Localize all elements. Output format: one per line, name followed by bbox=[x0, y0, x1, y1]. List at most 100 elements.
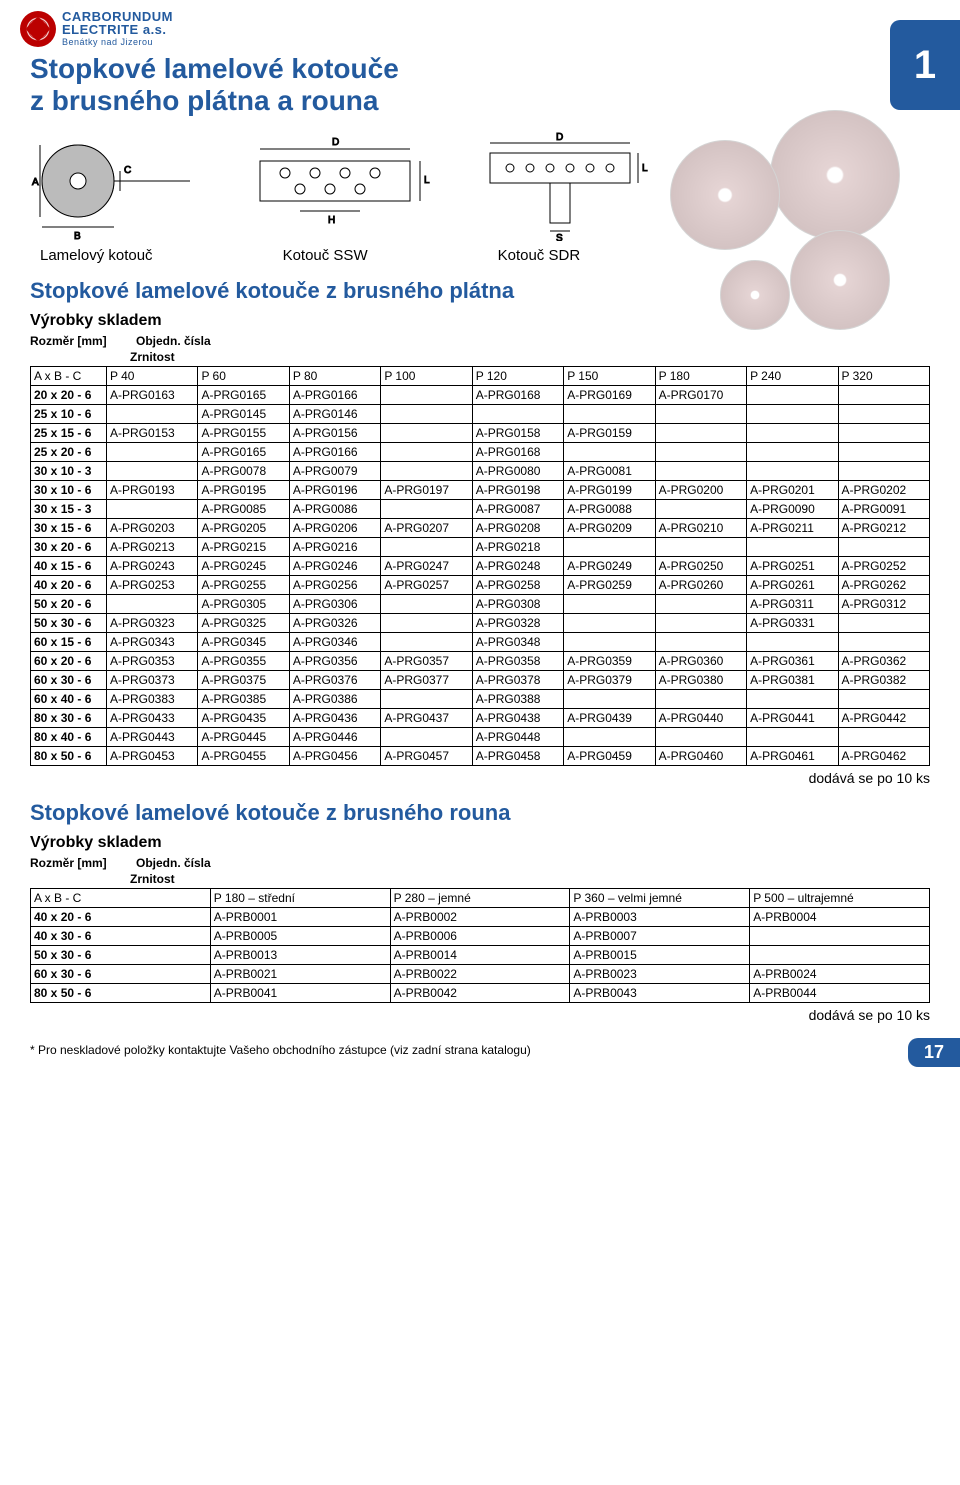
footnote: * Pro neskladové položky kontaktujte Vaš… bbox=[30, 1043, 930, 1057]
svg-text:C: C bbox=[124, 165, 131, 176]
svg-text:D: D bbox=[556, 132, 563, 143]
code-cell: A-PRG0261 bbox=[747, 576, 838, 595]
svg-text:L: L bbox=[642, 163, 648, 174]
size-cell: 80 x 30 - 6 bbox=[31, 709, 107, 728]
header: CARBORUNDUM ELECTRITE a.s. Benátky nad J… bbox=[0, 0, 960, 47]
code-cell bbox=[472, 405, 563, 424]
code-cell: A-PRG0258 bbox=[472, 576, 563, 595]
code-cell: A-PRG0323 bbox=[107, 614, 198, 633]
code-cell bbox=[655, 462, 746, 481]
col-header: A x B - C bbox=[31, 367, 107, 386]
table-row: 40 x 15 - 6A-PRG0243A-PRG0245A-PRG0246A-… bbox=[31, 557, 930, 576]
sec1-meta1: Rozměr [mm] bbox=[30, 334, 110, 348]
diag-label-c: Kotouč SDR bbox=[498, 247, 581, 264]
code-cell bbox=[655, 500, 746, 519]
code-cell: A-PRG0312 bbox=[838, 595, 930, 614]
code-cell: A-PRG0086 bbox=[289, 500, 380, 519]
code-cell: A-PRB0021 bbox=[210, 965, 390, 984]
code-cell bbox=[381, 405, 472, 424]
sec2-meta2: Objedn. čísla bbox=[136, 856, 211, 870]
code-cell: A-PRG0355 bbox=[198, 652, 289, 671]
code-cell: A-PRG0456 bbox=[289, 747, 380, 766]
code-cell: A-PRB0043 bbox=[570, 984, 750, 1003]
page-title: Stopkové lamelové kotouče z brusného plá… bbox=[30, 53, 930, 117]
code-cell: A-PRG0165 bbox=[198, 443, 289, 462]
code-cell: A-PRG0260 bbox=[655, 576, 746, 595]
size-cell: 50 x 30 - 6 bbox=[31, 946, 211, 965]
code-cell: A-PRG0357 bbox=[381, 652, 472, 671]
col-header: P 60 bbox=[198, 367, 289, 386]
code-cell: A-PRG0373 bbox=[107, 671, 198, 690]
code-cell: A-PRG0439 bbox=[564, 709, 655, 728]
code-cell: A-PRG0252 bbox=[838, 557, 930, 576]
code-cell: A-PRB0041 bbox=[210, 984, 390, 1003]
code-cell bbox=[655, 690, 746, 709]
code-cell: A-PRG0441 bbox=[747, 709, 838, 728]
size-cell: 60 x 30 - 6 bbox=[31, 965, 211, 984]
code-cell bbox=[747, 443, 838, 462]
code-cell bbox=[838, 690, 930, 709]
diagram-sdr: D L S bbox=[470, 131, 650, 241]
code-cell: A-PRG0361 bbox=[747, 652, 838, 671]
table-row: 80 x 50 - 6A-PRB0041A-PRB0042A-PRB0043A-… bbox=[31, 984, 930, 1003]
code-cell: A-PRG0205 bbox=[198, 519, 289, 538]
code-cell: A-PRG0247 bbox=[381, 557, 472, 576]
code-cell: A-PRG0325 bbox=[198, 614, 289, 633]
svg-text:L: L bbox=[424, 175, 430, 186]
code-cell: A-PRG0460 bbox=[655, 747, 746, 766]
code-cell: A-PRG0458 bbox=[472, 747, 563, 766]
col-header: P 100 bbox=[381, 367, 472, 386]
code-cell: A-PRG0198 bbox=[472, 481, 563, 500]
sec2-tail: dodává se po 10 ks bbox=[30, 1007, 930, 1023]
code-cell: A-PRG0168 bbox=[472, 386, 563, 405]
code-cell: A-PRG0208 bbox=[472, 519, 563, 538]
code-cell: A-PRG0305 bbox=[198, 595, 289, 614]
code-cell: A-PRG0358 bbox=[472, 652, 563, 671]
code-cell bbox=[747, 424, 838, 443]
code-cell bbox=[564, 690, 655, 709]
size-cell: 40 x 20 - 6 bbox=[31, 576, 107, 595]
code-cell bbox=[381, 443, 472, 462]
table-row: 30 x 20 - 6A-PRG0213A-PRG0215A-PRG0216A-… bbox=[31, 538, 930, 557]
code-cell: A-PRG0169 bbox=[564, 386, 655, 405]
code-cell: A-PRG0196 bbox=[289, 481, 380, 500]
table-row: 60 x 15 - 6A-PRG0343A-PRG0345A-PRG0346A-… bbox=[31, 633, 930, 652]
code-cell: A-PRG0386 bbox=[289, 690, 380, 709]
diag-label-b: Kotouč SSW bbox=[283, 247, 368, 264]
code-cell: A-PRG0203 bbox=[107, 519, 198, 538]
code-cell: A-PRG0433 bbox=[107, 709, 198, 728]
sec2-stock: Výrobky skladem bbox=[30, 834, 930, 852]
code-cell: A-PRB0014 bbox=[390, 946, 570, 965]
code-cell bbox=[381, 424, 472, 443]
code-cell: A-PRG0348 bbox=[472, 633, 563, 652]
code-cell: A-PRG0457 bbox=[381, 747, 472, 766]
code-cell: A-PRG0331 bbox=[747, 614, 838, 633]
code-cell: A-PRG0200 bbox=[655, 481, 746, 500]
col-header: P 80 bbox=[289, 367, 380, 386]
code-cell: A-PRG0343 bbox=[107, 633, 198, 652]
size-cell: 30 x 10 - 3 bbox=[31, 462, 107, 481]
code-cell: A-PRG0158 bbox=[472, 424, 563, 443]
code-cell: A-PRG0255 bbox=[198, 576, 289, 595]
code-cell bbox=[381, 690, 472, 709]
code-cell: A-PRG0250 bbox=[655, 557, 746, 576]
col-header: P 500 – ultrajemné bbox=[750, 889, 930, 908]
size-cell: 80 x 50 - 6 bbox=[31, 984, 211, 1003]
diagram-ssw: D L H bbox=[240, 131, 430, 241]
col-header: A x B - C bbox=[31, 889, 211, 908]
code-cell: A-PRG0346 bbox=[289, 633, 380, 652]
code-cell: A-PRG0376 bbox=[289, 671, 380, 690]
code-cell: A-PRG0248 bbox=[472, 557, 563, 576]
code-cell bbox=[564, 443, 655, 462]
code-cell: A-PRG0326 bbox=[289, 614, 380, 633]
code-cell: A-PRG0435 bbox=[198, 709, 289, 728]
code-cell: A-PRB0005 bbox=[210, 927, 390, 946]
code-cell bbox=[564, 614, 655, 633]
code-cell bbox=[655, 728, 746, 747]
code-cell bbox=[655, 443, 746, 462]
code-cell: A-PRG0379 bbox=[564, 671, 655, 690]
code-cell: A-PRG0156 bbox=[289, 424, 380, 443]
table-row: 25 x 20 - 6A-PRG0165A-PRG0166A-PRG0168 bbox=[31, 443, 930, 462]
code-cell bbox=[838, 633, 930, 652]
code-cell: A-PRB0004 bbox=[750, 908, 930, 927]
